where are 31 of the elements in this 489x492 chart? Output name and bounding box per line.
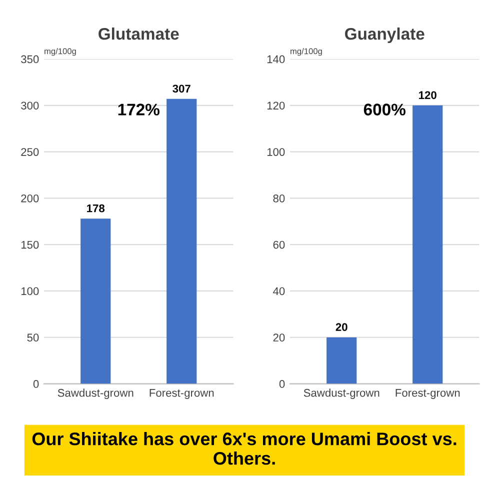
- x-tick-label: Sawdust-grown: [304, 388, 380, 399]
- annotation: 600%: [364, 104, 406, 116]
- y-tick-label: 300: [21, 102, 39, 110]
- y-tick-label: 0: [33, 380, 39, 388]
- y-axis-title: mg/100g: [44, 48, 76, 56]
- y-tick-label: 150: [21, 240, 39, 249]
- data-label: 178: [87, 204, 105, 212]
- y-tick-label: 350: [21, 55, 39, 64]
- y-tick-label: 200: [21, 194, 39, 202]
- chart-title: Guanylate: [345, 28, 424, 44]
- y-tick-label: 40: [273, 287, 285, 296]
- y-tick-label: 50: [27, 334, 39, 342]
- y-tick-label: 250: [21, 148, 39, 156]
- data-label: 120: [419, 91, 436, 100]
- x-tick-label: Sawdust-grown: [58, 388, 134, 399]
- y-tick-label: 20: [273, 334, 285, 342]
- y-tick-label: 60: [273, 240, 285, 249]
- y-tick-label: 120: [267, 102, 285, 110]
- annotation: 172%: [118, 104, 160, 116]
- y-tick-label: 100: [267, 148, 285, 156]
- text: Our Shiitake has over 6x's more Umami Boost vs. Others.: [32, 432, 456, 465]
- x-tick-label: Forest-grown: [150, 389, 214, 399]
- data-label: 20: [336, 323, 348, 332]
- x-tick-label: Forest-grown: [396, 389, 460, 399]
- y-tick-label: 100: [21, 287, 39, 296]
- data-label: 307: [172, 84, 190, 93]
- y-tick-label: 140: [267, 55, 285, 64]
- y-tick-label: 0: [279, 380, 285, 388]
- y-tick-label: 80: [273, 194, 285, 202]
- chart-title: Glutamate: [98, 28, 179, 40]
- y-axis-title: mg/100g: [290, 48, 322, 56]
